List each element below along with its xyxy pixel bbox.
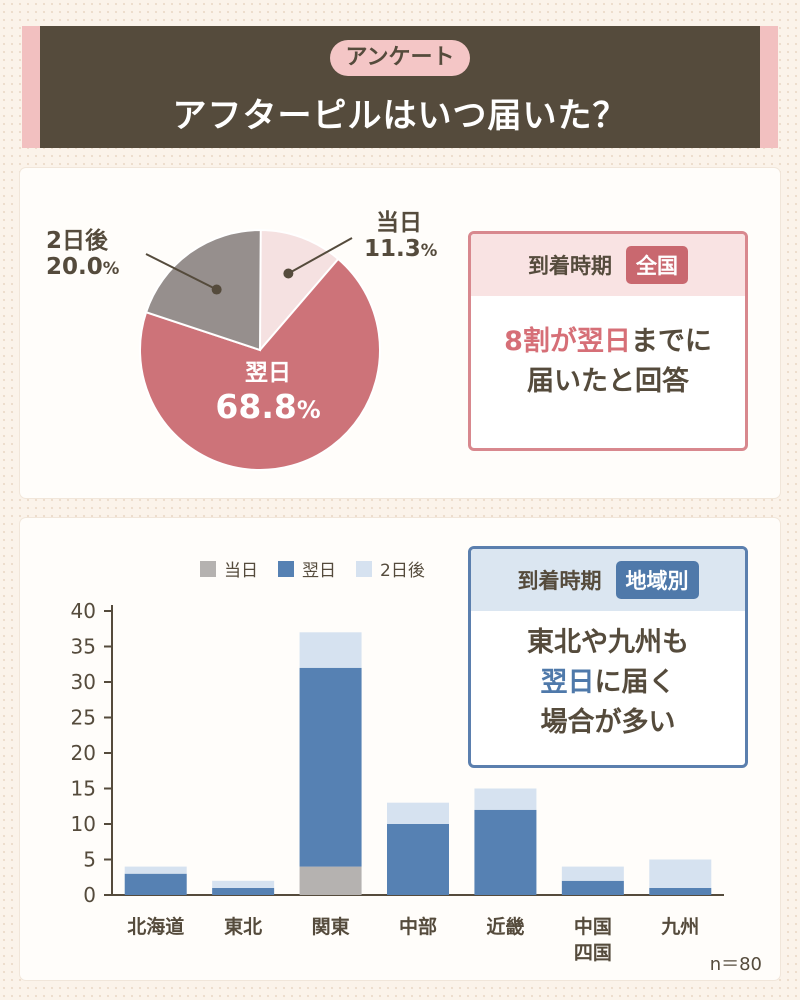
regional-box-heading: 到着時期 <box>517 569 602 593</box>
pie-label-same-day-unit: % <box>420 241 438 261</box>
national-line2: 届いたと回答 <box>527 366 689 397</box>
x-category-label: 東北 <box>224 915 262 938</box>
pie-label-two-days-unit: % <box>102 259 120 279</box>
pie-leader-line-two-days <box>145 253 218 291</box>
bar-two-days <box>299 632 362 668</box>
pie-label-same-day-name: 当日 <box>376 210 422 236</box>
y-tick-label: 0 <box>83 883 96 907</box>
legend-label-two-days: 2日後 <box>380 561 425 581</box>
sample-size-note: n＝80 <box>709 954 762 975</box>
bar-same-day <box>299 866 362 895</box>
x-category-label: 中国 <box>574 915 612 938</box>
y-tick-label: 15 <box>71 777 96 801</box>
pie-slice-next-day <box>139 257 381 471</box>
national-tag: 全国 <box>626 246 688 284</box>
y-tick-label: 20 <box>71 741 96 765</box>
bar-next-day <box>124 873 187 895</box>
national-line1-rest: までに <box>630 326 712 357</box>
y-tick-label: 30 <box>71 670 96 694</box>
bar-next-day <box>299 667 362 867</box>
x-category-label: 四国 <box>574 942 612 964</box>
pie-label-same-day: 当日 11.3% <box>364 210 437 263</box>
bar-two-days <box>124 866 187 874</box>
regional-highlight: 翌日 <box>540 667 595 698</box>
bar-two-days <box>387 802 449 824</box>
pie-label-next-day-value: 68.8 <box>215 387 297 427</box>
x-category-label: 北海道 <box>127 915 184 938</box>
legend-item-two-days: 2日後 <box>356 556 425 581</box>
y-tick-label: 25 <box>71 706 96 730</box>
legend-item-same-day: 当日 <box>200 556 258 581</box>
regional-tag: 地域別 <box>615 561 699 599</box>
pie-slice-same-day <box>259 228 340 353</box>
pie-label-next-day-unit: % <box>296 396 321 425</box>
bar-next-day <box>474 809 537 895</box>
x-category-label: 関東 <box>312 915 350 938</box>
national-box-body: 8割が翌日までに 届いたと回答 <box>471 296 745 402</box>
bar-next-day <box>649 887 712 895</box>
x-category-label: 近畿 <box>486 915 524 938</box>
page-title: アフターピルはいつ届いた？ <box>172 96 628 136</box>
legend-swatch-same-day <box>200 560 216 577</box>
x-category-label: 中部 <box>399 915 437 938</box>
bar-next-day <box>387 824 449 895</box>
legend-label-next-day: 翌日 <box>302 561 336 581</box>
pie-slice-two-days <box>144 229 262 352</box>
x-category-label: 九州 <box>660 916 699 938</box>
bar-next-day <box>561 880 624 895</box>
national-box-heading: 到着時期 <box>528 254 612 278</box>
legend-item-next-day: 翌日 <box>278 556 336 581</box>
national-box-header: 到着時期 全国 <box>471 234 745 296</box>
bar-legend: 当日 翌日 2日後 <box>200 556 425 581</box>
pie-label-same-day-value: 11.3 <box>364 236 421 263</box>
regional-arrival-box: 到着時期 地域別 東北や九州も 翌日に届く 場合が多い <box>468 546 748 768</box>
bar-two-days <box>649 859 712 888</box>
regional-line1: 東北や九州も <box>527 627 689 658</box>
bar-two-days <box>474 788 537 810</box>
pie-label-two-days-name: 2日後 <box>46 228 109 254</box>
regional-box-header: 到着時期 地域別 <box>471 549 745 611</box>
national-highlight: 8割が翌日 <box>504 326 631 357</box>
y-tick-label: 5 <box>83 848 96 872</box>
header-banner: アンケート アフターピルはいつ届いた？ <box>40 26 760 148</box>
survey-badge: アンケート <box>330 40 470 76</box>
pie-label-two-days-value: 20.0 <box>46 254 103 281</box>
national-arrival-box: 到着時期 全国 8割が翌日までに 届いたと回答 <box>468 231 748 451</box>
bar-next-day <box>212 887 275 895</box>
legend-swatch-two-days <box>356 560 372 577</box>
y-tick-label: 10 <box>71 812 96 836</box>
legend-label-same-day: 当日 <box>224 561 258 581</box>
bar-two-days <box>561 866 624 881</box>
pie-leader-line-same-day <box>287 237 353 275</box>
pie-label-next-day: 翌日 68.8% <box>198 360 338 426</box>
y-tick-label: 35 <box>71 635 96 659</box>
regional-line2-rest: に届く <box>594 667 676 698</box>
pie-label-two-days: 2日後 20.0% <box>46 228 119 281</box>
legend-swatch-next-day <box>278 560 294 577</box>
regional-box-body: 東北や九州も 翌日に届く 場合が多い <box>471 611 745 743</box>
y-tick-label: 40 <box>71 599 96 623</box>
regional-line3: 場合が多い <box>540 707 676 738</box>
pie-label-next-day-name: 翌日 <box>245 360 291 386</box>
bar-two-days <box>212 880 275 888</box>
